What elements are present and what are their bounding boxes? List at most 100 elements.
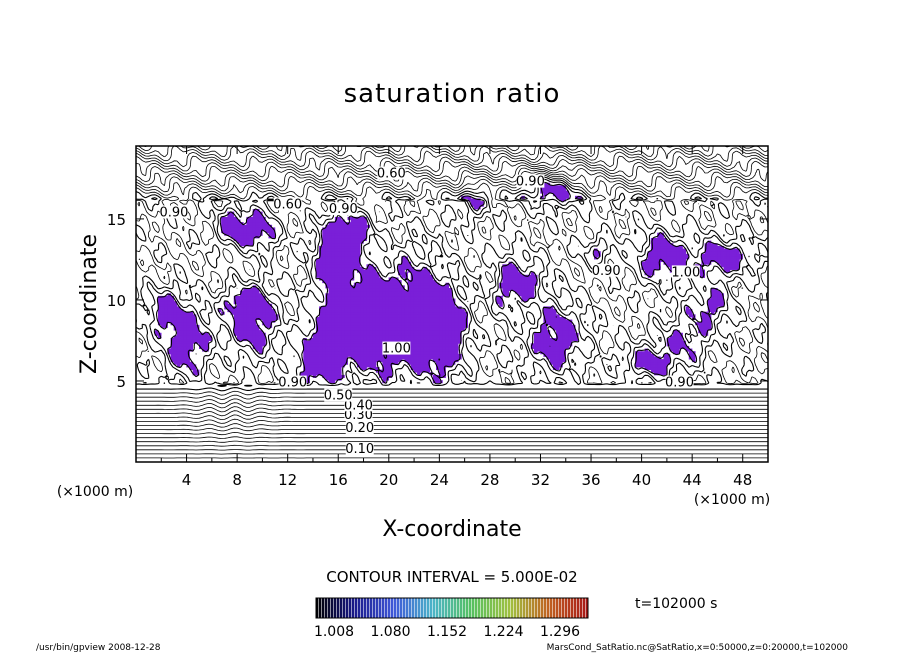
supersaturated-cell xyxy=(423,301,427,305)
supersaturated-cell xyxy=(511,280,516,284)
supersaturated-cell xyxy=(328,372,333,376)
supersaturated-cell xyxy=(698,322,702,326)
supersaturated-cell xyxy=(328,288,333,292)
supersaturated-cell xyxy=(442,340,446,344)
supersaturated-cell xyxy=(439,343,443,347)
supersaturated-cell xyxy=(360,322,364,326)
supersaturated-cell xyxy=(268,319,273,323)
supersaturated-cell xyxy=(322,345,326,349)
supersaturated-cell xyxy=(372,364,377,368)
supersaturated-cell xyxy=(328,319,333,323)
supersaturated-cell xyxy=(391,298,396,302)
supersaturated-cell xyxy=(170,295,175,299)
supersaturated-cell xyxy=(515,274,519,278)
supersaturated-cell xyxy=(372,293,377,297)
supersaturated-cell xyxy=(338,351,342,355)
supersaturated-cell xyxy=(322,230,326,234)
supersaturated-cell xyxy=(454,332,459,336)
supersaturated-cell xyxy=(360,311,364,315)
supersaturated-cell xyxy=(527,285,532,289)
supersaturated-cell xyxy=(271,232,276,236)
supersaturated-cell xyxy=(707,245,712,249)
supersaturated-cell xyxy=(192,327,197,331)
supersaturated-cell xyxy=(398,338,402,342)
supersaturated-cell xyxy=(195,372,200,376)
supersaturated-cell xyxy=(243,298,247,302)
supersaturated-cell xyxy=(543,187,547,191)
supersaturated-cell xyxy=(439,335,443,339)
supersaturated-cell xyxy=(391,359,396,363)
supersaturated-cell xyxy=(404,293,408,297)
supersaturated-cell xyxy=(499,298,503,302)
supersaturated-cell xyxy=(353,232,358,236)
supersaturated-cell xyxy=(382,367,386,371)
supersaturated-cell xyxy=(189,335,194,339)
supersaturated-cell xyxy=(439,374,443,378)
supersaturated-cell xyxy=(353,295,358,299)
supersaturated-cell xyxy=(379,359,383,363)
supersaturated-cell xyxy=(439,340,443,344)
supersaturated-cell xyxy=(445,322,450,326)
supersaturated-cell xyxy=(385,306,389,310)
supersaturated-cell xyxy=(401,288,405,292)
supersaturated-cell xyxy=(252,338,257,342)
supersaturated-cell xyxy=(341,330,345,334)
supersaturated-cell xyxy=(429,282,434,286)
supersaturated-cell xyxy=(268,314,273,318)
supersaturated-cell xyxy=(347,285,352,289)
supersaturated-cell xyxy=(360,285,364,289)
supersaturated-cell xyxy=(303,345,307,349)
supersaturated-cell xyxy=(423,327,427,331)
supersaturated-cell xyxy=(363,309,367,313)
supersaturated-cell xyxy=(401,330,405,334)
supersaturated-cell xyxy=(654,253,658,257)
supersaturated-cell xyxy=(385,309,389,313)
supersaturated-cell xyxy=(350,356,355,360)
supersaturated-cell xyxy=(312,367,317,371)
supersaturated-cell xyxy=(246,314,250,318)
supersaturated-cell xyxy=(426,293,431,297)
supersaturated-cell xyxy=(328,259,333,263)
supersaturated-cell xyxy=(436,380,440,384)
supersaturated-cell xyxy=(344,272,348,276)
supersaturated-cell xyxy=(252,298,257,302)
supersaturated-cell xyxy=(309,369,314,373)
supersaturated-cell xyxy=(426,345,431,349)
supersaturated-cell xyxy=(259,309,263,313)
supersaturated-cell xyxy=(499,303,503,307)
supersaturated-cell xyxy=(549,340,554,344)
supersaturated-cell xyxy=(249,324,254,328)
x-tick-label: 4 xyxy=(182,471,192,489)
supersaturated-cell xyxy=(243,232,247,236)
supersaturated-cell xyxy=(442,311,446,315)
supersaturated-cell xyxy=(407,361,412,365)
supersaturated-cell xyxy=(338,235,342,239)
supersaturated-cell xyxy=(426,316,431,320)
supersaturated-cell xyxy=(350,256,355,260)
supersaturated-cell xyxy=(562,345,566,349)
supersaturated-cell xyxy=(701,319,705,323)
supersaturated-cell xyxy=(379,295,383,299)
supersaturated-cell xyxy=(338,285,342,289)
x-tick-label: 40 xyxy=(632,471,651,489)
supersaturated-cell xyxy=(707,259,712,263)
supersaturated-cell xyxy=(328,309,333,313)
supersaturated-cell xyxy=(315,361,320,365)
supersaturated-cell xyxy=(401,274,405,278)
supersaturated-cell xyxy=(338,361,342,365)
supersaturated-cell xyxy=(375,356,380,360)
supersaturated-cell xyxy=(429,314,434,318)
supersaturated-cell xyxy=(451,319,456,323)
supersaturated-cell xyxy=(372,311,377,315)
supersaturated-cell xyxy=(161,295,165,299)
supersaturated-cell xyxy=(246,338,250,342)
supersaturated-cell xyxy=(401,259,405,263)
supersaturated-cell xyxy=(556,324,560,328)
supersaturated-cell xyxy=(391,324,396,328)
supersaturated-cell xyxy=(379,285,383,289)
supersaturated-cell xyxy=(173,306,178,310)
supersaturated-cell xyxy=(562,322,566,326)
supersaturated-cell xyxy=(303,369,307,373)
supersaturated-cell xyxy=(243,327,247,331)
supersaturated-cell xyxy=(401,264,405,268)
